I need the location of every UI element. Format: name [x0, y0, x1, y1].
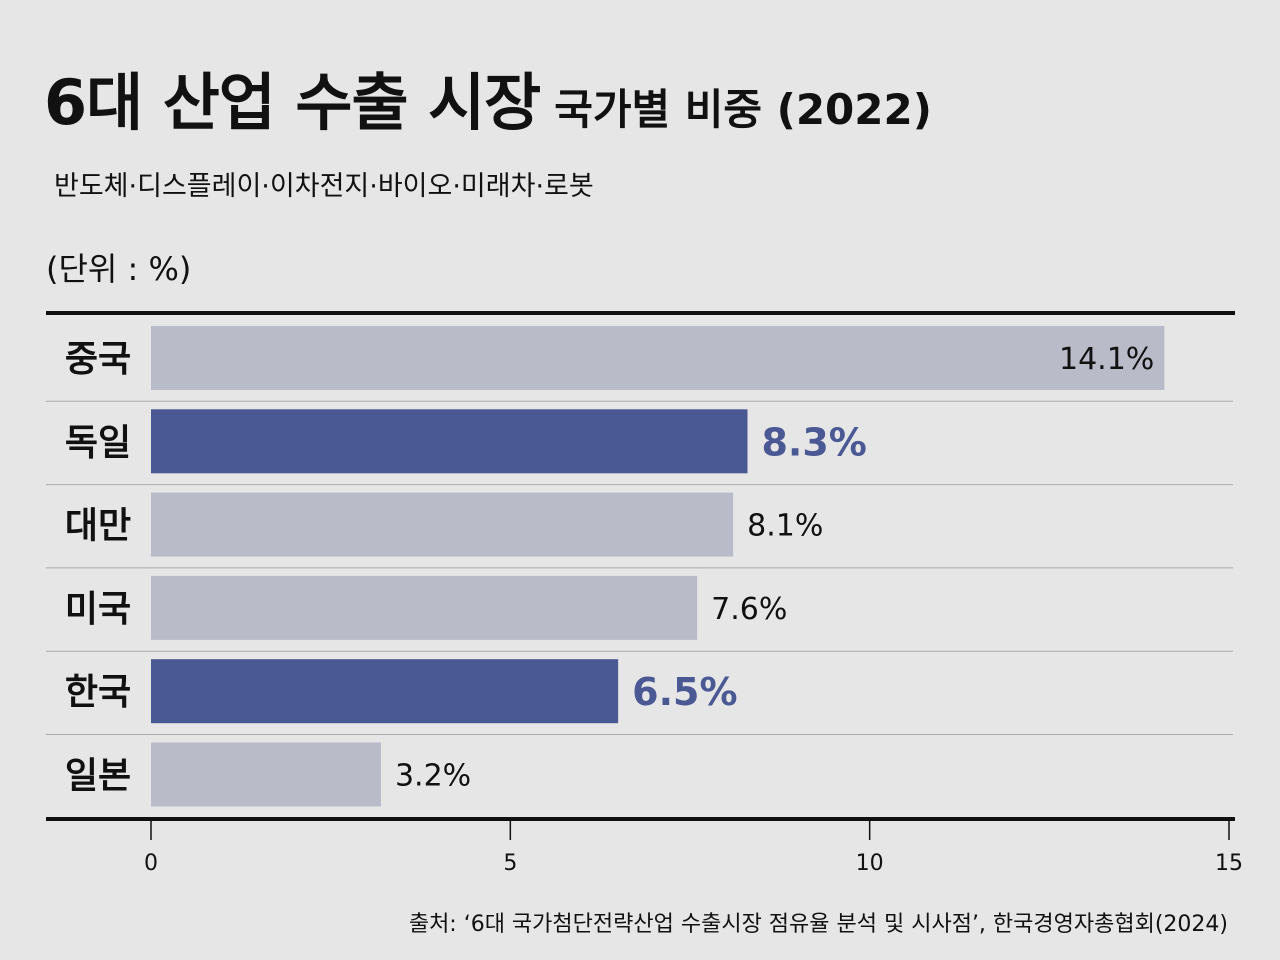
category-label-5: 일본	[65, 756, 131, 797]
data-label-1: 8.3%	[761, 420, 866, 464]
chart-title: 6대 산업 수출 시장 국가별 비중 (2022)	[44, 52, 932, 142]
unit-label: (단위 : %)	[46, 250, 192, 288]
bar-0	[151, 326, 1165, 390]
data-label-5: 3.2%	[395, 759, 471, 794]
category-label-3: 미국	[65, 589, 131, 630]
title-main: 6대 산업 수출 시장	[44, 66, 541, 139]
category-label-1: 독일	[65, 422, 131, 463]
chart-subtitle: 반도체·디스플레이·이차전지·바이오·미래차·로봇	[54, 171, 594, 202]
data-label-2: 8.1%	[747, 509, 823, 544]
title-suffix: 국가별 비중 (2022)	[554, 85, 932, 134]
bar-3	[151, 575, 698, 640]
category-label-2: 대만	[65, 506, 131, 547]
bar-5	[151, 742, 381, 807]
data-label-0: 14.1%	[1059, 342, 1154, 377]
bar-1	[151, 409, 748, 474]
data-label-3: 7.6%	[711, 592, 787, 627]
category-label-0: 중국	[65, 339, 131, 380]
source-note: 출처: ‘6대 국가첨단전략산업 수출시장 점유율 분석 및 시사점’, 한국경…	[408, 912, 1228, 937]
x-tick-label-0: 0	[144, 851, 158, 876]
x-tick-label-2: 10	[856, 851, 884, 876]
bar-4	[151, 659, 619, 724]
bar-2	[151, 492, 734, 557]
category-label-4: 한국	[65, 672, 131, 713]
x-tick-label-3: 15	[1215, 851, 1243, 876]
data-label-4: 6.5%	[632, 670, 737, 714]
x-tick-label-1: 5	[503, 851, 517, 876]
